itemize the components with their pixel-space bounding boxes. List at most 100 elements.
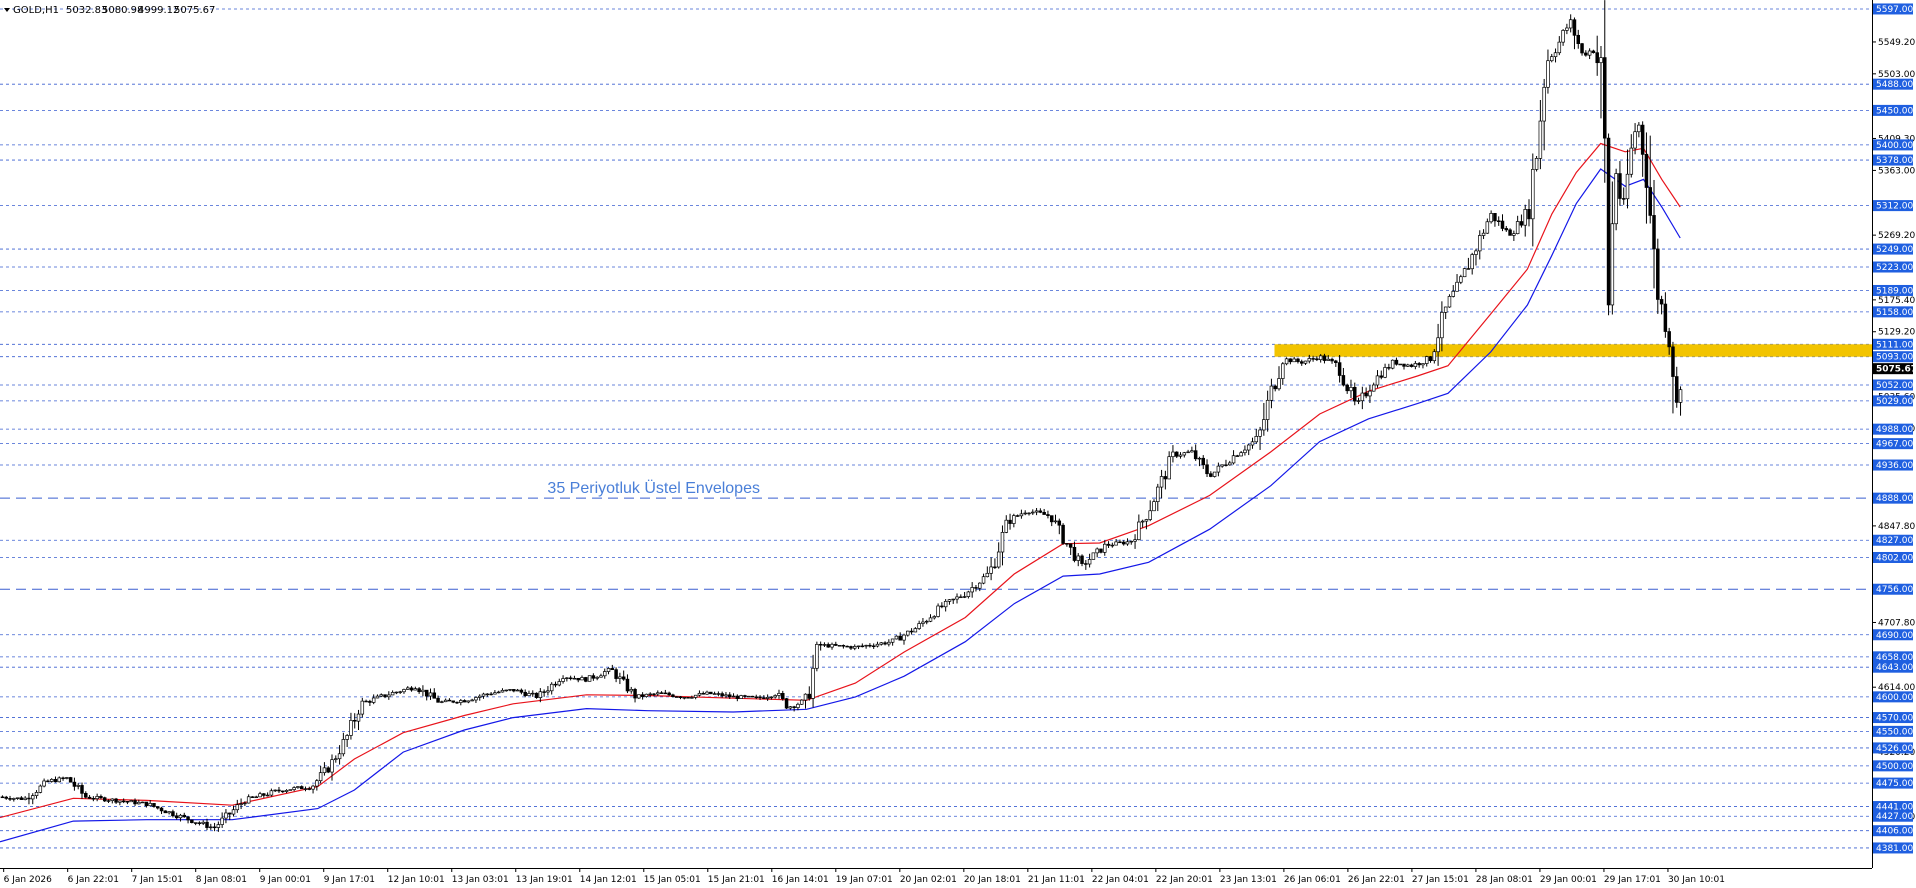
candle-bull bbox=[1561, 30, 1565, 43]
candle-bear bbox=[663, 692, 668, 695]
candle-bull bbox=[777, 693, 781, 696]
candle-bull bbox=[345, 735, 349, 740]
candle-bear bbox=[80, 785, 84, 794]
candle-bull bbox=[1421, 363, 1425, 366]
candle-bull bbox=[1246, 444, 1251, 451]
candle-bull bbox=[822, 644, 827, 646]
candle-bear bbox=[762, 697, 766, 699]
y-tick-label: 5129.20 bbox=[1878, 328, 1915, 338]
candle-bull bbox=[406, 687, 410, 690]
candle-bull bbox=[95, 796, 99, 800]
candle-bear bbox=[1224, 464, 1228, 466]
level-label-bg bbox=[1873, 534, 1913, 546]
level-label: 4406.00 bbox=[1876, 827, 1913, 837]
candle-bear bbox=[591, 675, 596, 679]
x-tick-label: 19 Jan 07:01 bbox=[836, 875, 893, 885]
x-tick-label: 6 Jan 22:01 bbox=[68, 875, 119, 885]
candle-bear bbox=[197, 822, 202, 824]
candle-bull bbox=[1159, 476, 1164, 488]
candle-bear bbox=[436, 697, 440, 703]
candle-bull bbox=[693, 694, 698, 698]
candle-bear bbox=[1428, 356, 1433, 362]
candle-bear bbox=[1084, 563, 1088, 565]
candle-bear bbox=[299, 786, 304, 790]
candle-bear bbox=[1118, 541, 1122, 544]
candle-bull bbox=[1443, 306, 1448, 313]
candle-bear bbox=[1652, 215, 1656, 250]
candle-bear bbox=[0, 796, 5, 799]
level-label-bg bbox=[1873, 760, 1913, 772]
candle-bull bbox=[1538, 120, 1543, 159]
level-label: 4658.00 bbox=[1876, 653, 1913, 663]
price-axis: 5549.205503.005409.305363.005269.205175.… bbox=[1872, 0, 1916, 868]
level-label-bg bbox=[1873, 379, 1913, 391]
candle-bull bbox=[1568, 19, 1573, 29]
candle-bull bbox=[811, 667, 815, 699]
candle-bear bbox=[1671, 346, 1675, 377]
candle-bull bbox=[1254, 436, 1259, 443]
menu-triangle-icon[interactable] bbox=[4, 8, 10, 12]
candle-bear bbox=[1496, 220, 1501, 222]
candle-bear bbox=[133, 800, 137, 805]
candle-bull bbox=[12, 798, 16, 800]
candle-bull bbox=[705, 691, 709, 695]
x-tick-label: 27 Jan 15:01 bbox=[1412, 875, 1469, 885]
candle-bear bbox=[182, 814, 187, 818]
level-label-bg bbox=[1873, 691, 1913, 703]
candle-bull bbox=[269, 790, 274, 796]
x-tick-label: 15 Jan 05:01 bbox=[644, 875, 701, 885]
candle-bull bbox=[928, 617, 933, 622]
candle-bull bbox=[1178, 454, 1183, 457]
candle-bear bbox=[1330, 358, 1334, 362]
candle-bull bbox=[864, 644, 868, 647]
candle-bull bbox=[220, 817, 224, 825]
candle-bull bbox=[1262, 419, 1266, 431]
x-tick-label: 22 Jan 04:01 bbox=[1092, 875, 1149, 885]
x-tick-label: 26 Jan 06:01 bbox=[1284, 875, 1341, 885]
candle-bear bbox=[1072, 546, 1077, 561]
candle-bull bbox=[334, 758, 338, 761]
x-tick-label: 14 Jan 12:01 bbox=[580, 875, 637, 885]
candle-bull bbox=[572, 677, 577, 680]
candle-bull bbox=[830, 643, 834, 648]
candle-bull bbox=[1307, 358, 1312, 362]
candle-bull bbox=[1489, 213, 1493, 223]
y-tick-label: 4847.80 bbox=[1878, 522, 1915, 532]
candle-bear bbox=[1387, 367, 1391, 369]
candle-bull bbox=[1110, 544, 1115, 547]
candle-bear bbox=[553, 683, 558, 686]
candle-bear bbox=[709, 691, 713, 695]
candle-bull bbox=[140, 801, 145, 804]
candle-bull bbox=[1534, 158, 1539, 170]
x-tick-label: 9 Jan 17:01 bbox=[324, 875, 375, 885]
candle-bull bbox=[360, 700, 365, 715]
candle-bear bbox=[1394, 359, 1399, 365]
candle-bull bbox=[1250, 441, 1255, 446]
candle-bear bbox=[1311, 358, 1315, 360]
candle-bear bbox=[417, 688, 421, 693]
x-tick-label: 23 Jan 13:01 bbox=[1220, 875, 1277, 885]
candle-bear bbox=[1663, 303, 1668, 332]
candle-bull bbox=[648, 693, 652, 696]
candle-bear bbox=[4, 796, 8, 799]
x-tick-label: 20 Jan 18:01 bbox=[964, 875, 1021, 885]
candle-bull bbox=[1137, 521, 1141, 541]
candle-bear bbox=[352, 720, 357, 722]
candle-bull bbox=[1462, 268, 1467, 278]
candle-bear bbox=[1618, 173, 1622, 199]
level-label: 5158.00 bbox=[1876, 308, 1913, 318]
candle-bull bbox=[955, 596, 959, 600]
candle-bear bbox=[686, 697, 690, 699]
candle-bull bbox=[216, 824, 221, 828]
candle-bull bbox=[201, 821, 205, 824]
candle-bull bbox=[1390, 359, 1395, 369]
candle-bull bbox=[1447, 296, 1452, 308]
candle-bull bbox=[330, 759, 334, 773]
candle-bear bbox=[860, 645, 865, 648]
level-label: 4888.00 bbox=[1876, 494, 1913, 504]
candle-bear bbox=[1648, 187, 1652, 216]
candle-bear bbox=[1080, 555, 1084, 564]
candle-bull bbox=[913, 628, 918, 633]
candle-bull bbox=[985, 572, 990, 578]
